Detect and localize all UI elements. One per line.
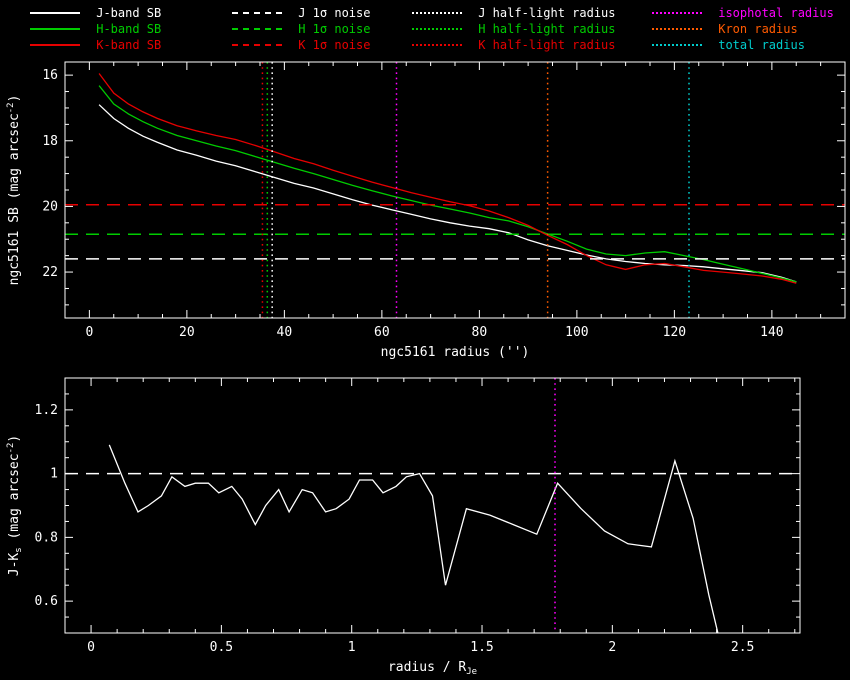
y-axis-title: J-Ks (mag arcsec-2) [6, 435, 24, 577]
legend-label: K 1σ noise [298, 38, 371, 52]
x-tick-label: 0 [85, 325, 93, 340]
x-tick-label: 120 [663, 325, 686, 340]
legend-label: K half-light radius [478, 38, 616, 52]
series-j-ks-color [108, 444, 719, 633]
j-half-light-line-sample [412, 12, 462, 14]
legend-item: J half-light radius [412, 5, 616, 21]
x-tick-label: 2.5 [731, 640, 754, 655]
panel-color-profile: 0 0.5 1 1.5 2 2.5 0.6 0.8 1 1.2 radius / RJe J-Ks (… [6, 377, 801, 677]
total-radius-line-sample [652, 44, 702, 46]
legend-item: H half-light radius [412, 21, 616, 37]
x-tick-label: 1.5 [470, 640, 493, 655]
legend-item: J 1σ noise [232, 5, 370, 21]
isophotal-radius-line-sample [652, 12, 702, 14]
x-tick-label: 2 [608, 640, 616, 655]
legend-label: H-band SB [96, 22, 162, 36]
x-tick-label: 80 [472, 325, 488, 340]
y-tick-label: 18 [42, 134, 58, 149]
panel-surface-brightness: 0 20 40 60 80 100 120 140 16 18 20 22 ngc5161 radius… [6, 61, 846, 360]
legend-item: isophotal radius [652, 5, 834, 21]
series-j-band-sb [98, 104, 797, 283]
k-band-line-sample [30, 44, 80, 46]
k-half-light-line-sample [412, 44, 462, 46]
x-tick-label: 40 [277, 325, 293, 340]
legend: J-band SB H-band SB K-band SB J 1σ noise… [0, 5, 850, 59]
y-tick-label: 22 [42, 265, 58, 280]
legend-label: J half-light radius [478, 6, 616, 20]
series-h-band-sb [98, 85, 797, 283]
legend-column-bands: J-band SB H-band SB K-band SB [30, 5, 161, 53]
legend-label: isophotal radius [718, 6, 834, 20]
y-tick-label: 0.8 [35, 530, 58, 545]
legend-column-half-light: J half-light radius H half-light radius … [412, 5, 616, 53]
y-tick-label: 20 [42, 199, 58, 214]
legend-item: J-band SB [30, 5, 161, 21]
x-tick-label: 0 [87, 640, 95, 655]
legend-item: total radius [652, 37, 834, 53]
legend-column-radii: isophotal radius Kron radius total radiu… [652, 5, 834, 53]
x-tick-label: 60 [374, 325, 390, 340]
axis-ticks [64, 377, 800, 634]
x-tick-label: 0.5 [210, 640, 233, 655]
legend-label: K-band SB [96, 38, 162, 52]
j-noise-line-sample [232, 12, 282, 14]
legend-item: Kron radius [652, 21, 834, 37]
x-axis-title: radius / RJe [388, 660, 477, 677]
x-tick-label: 100 [565, 325, 588, 340]
plot-frame [64, 61, 846, 319]
y-tick-label: 0.6 [35, 594, 58, 609]
legend-label: H 1σ noise [298, 22, 371, 36]
legend-label: J 1σ noise [298, 6, 371, 20]
legend-item: K-band SB [30, 37, 161, 53]
legend-column-noise: J 1σ noise H 1σ noise K 1σ noise [232, 5, 370, 53]
y-tick-label: 16 [42, 68, 58, 83]
h-half-light-line-sample [412, 28, 462, 30]
legend-item: H-band SB [30, 21, 161, 37]
y-tick-label: 1.2 [35, 403, 58, 418]
legend-item: K half-light radius [412, 37, 616, 53]
x-tick-label: 20 [179, 325, 195, 340]
y-axis-title: ngc5161 SB (mag arcsec-2) [6, 95, 22, 286]
x-axis-title: ngc5161 radius ('') [381, 345, 530, 360]
legend-item: K 1σ noise [232, 37, 370, 53]
j-band-line-sample [30, 12, 80, 14]
kron-radius-line-sample [652, 28, 702, 30]
k-noise-line-sample [232, 44, 282, 46]
legend-item: H 1σ noise [232, 21, 370, 37]
series-k-band-sb [98, 73, 797, 284]
axis-ticks [64, 62, 846, 318]
legend-label: total radius [718, 38, 805, 52]
x-tick-label: 140 [760, 325, 783, 340]
legend-label: Kron radius [718, 22, 798, 36]
plot-frame [64, 377, 801, 634]
legend-label: H half-light radius [478, 22, 616, 36]
x-tick-label: 1 [348, 640, 356, 655]
h-band-line-sample [30, 28, 80, 30]
h-noise-line-sample [232, 28, 282, 30]
y-tick-label: 1 [50, 467, 58, 482]
legend-label: J-band SB [96, 6, 162, 20]
